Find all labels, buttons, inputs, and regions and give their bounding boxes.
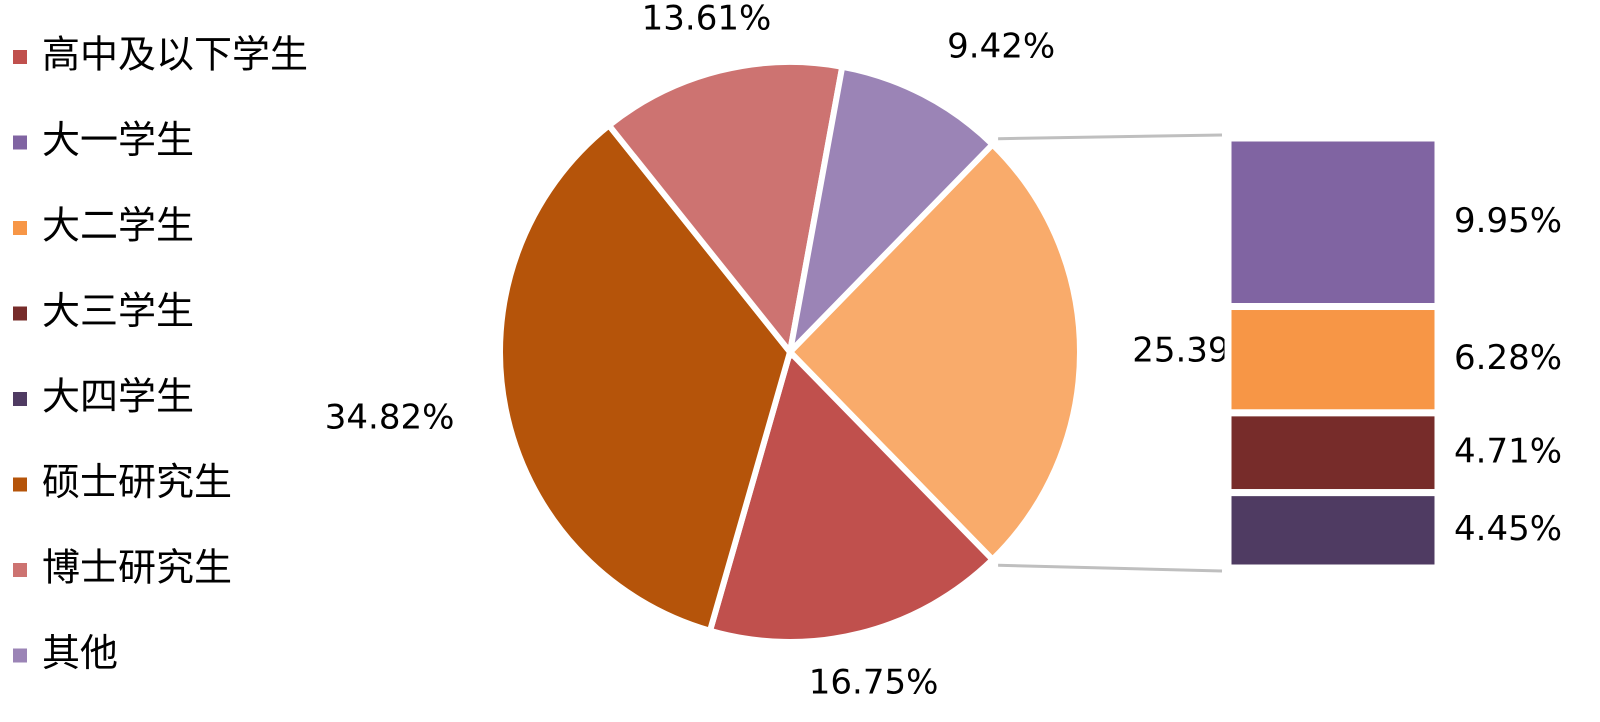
legend-swatch <box>13 392 27 406</box>
data-label: 4.71% <box>1454 431 1562 471</box>
data-label: 16.75% <box>809 662 939 702</box>
legend-label: 大四学生 <box>42 375 194 419</box>
data-label: 4.45% <box>1454 509 1562 549</box>
legend-label: 大三学生 <box>42 289 194 333</box>
legend-swatch <box>13 563 27 577</box>
connector <box>998 563 1223 573</box>
legend-swatch <box>13 221 27 235</box>
connector <box>998 133 1223 141</box>
legend-swatch <box>13 477 27 492</box>
pie-slice <box>497 121 794 635</box>
bar-segment <box>1224 303 1442 417</box>
pie-slice <box>706 346 997 645</box>
pie-slice <box>785 63 997 362</box>
data-label: 9.95% <box>1454 201 1562 241</box>
legend-label: 硕士研究生 <box>42 460 232 504</box>
legend-swatch <box>13 50 27 64</box>
data-label: 9.42% <box>947 27 1055 67</box>
legend-label: 博士研究生 <box>42 546 232 590</box>
legend-swatch <box>13 135 27 150</box>
data-label: 6.28% <box>1454 338 1562 378</box>
data-label: 13.61% <box>642 0 772 39</box>
bar-segment <box>1224 134 1442 311</box>
pie-slice <box>604 59 846 360</box>
legend-swatch <box>13 306 27 321</box>
legend-label: 大一学生 <box>42 118 194 162</box>
bar-segment <box>1224 409 1442 497</box>
legend-swatch <box>13 648 27 663</box>
legend-label: 大二学生 <box>42 204 194 248</box>
legend-label: 其他 <box>42 631 118 675</box>
data-label: 34.82% <box>325 398 455 438</box>
pie-slice <box>785 140 1083 564</box>
legend-label: 高中及以下学生 <box>42 33 308 77</box>
bar-segment <box>1224 489 1442 572</box>
